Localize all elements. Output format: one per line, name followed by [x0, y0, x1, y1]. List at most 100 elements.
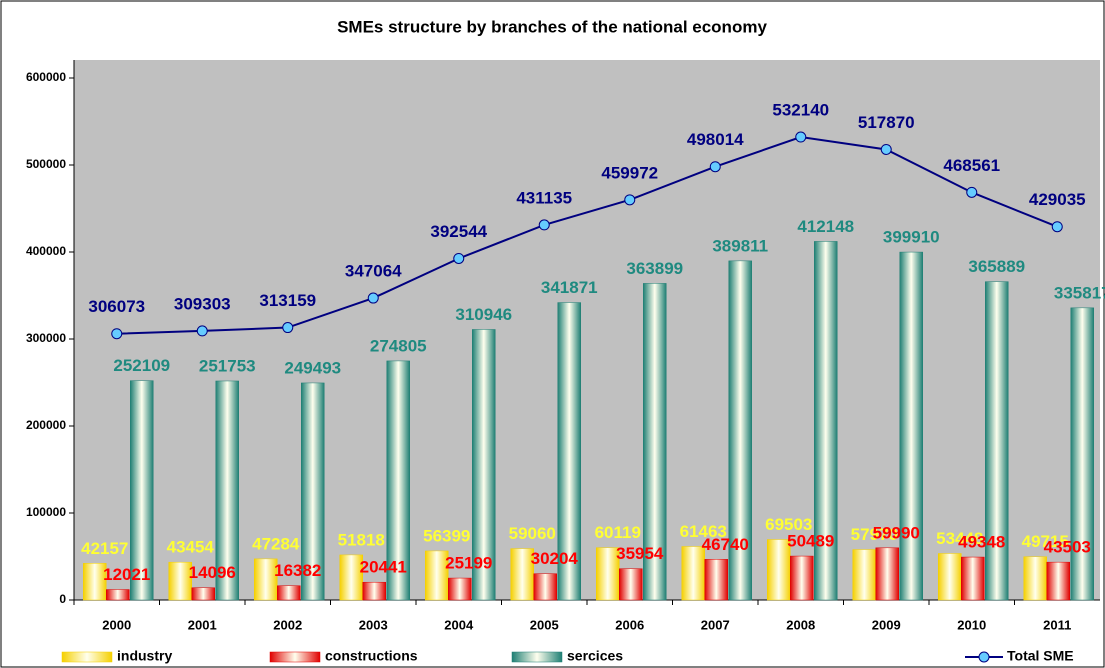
x-tick-label: 2008	[786, 617, 815, 632]
bar	[790, 555, 814, 601]
legend-label: industry	[117, 648, 172, 664]
bar	[1070, 307, 1094, 601]
chart-title: SMEs structure by branches of the nation…	[337, 17, 767, 36]
data-label: 12021	[103, 565, 150, 584]
data-label: 274805	[370, 336, 427, 355]
marker	[966, 186, 978, 198]
data-label: 399910	[883, 228, 940, 247]
marker	[538, 219, 550, 231]
bar	[899, 251, 923, 601]
data-label: 347064	[345, 262, 402, 281]
bar	[938, 553, 962, 601]
data-label: 53448	[936, 529, 983, 548]
data-label: 412148	[797, 217, 854, 236]
y-tick-label: 500000	[26, 157, 66, 171]
bar	[1023, 556, 1047, 601]
data-label: 42157	[81, 539, 128, 558]
data-label: 251753	[199, 356, 256, 375]
data-label: 252109	[113, 356, 170, 375]
data-label: 14096	[189, 563, 236, 582]
data-label: 43503	[1044, 538, 1091, 557]
y-tick-label: 400000	[26, 244, 66, 258]
legend-label: Total SME	[1007, 648, 1074, 664]
data-label: 363899	[626, 259, 683, 278]
bar	[215, 380, 239, 601]
bar	[875, 547, 899, 601]
bar	[254, 558, 278, 601]
data-label: 392544	[430, 222, 487, 241]
marker	[282, 322, 294, 334]
marker	[1051, 221, 1063, 233]
data-label: 50489	[787, 532, 834, 551]
legend-swatch	[269, 651, 321, 663]
legend-label: constructions	[325, 648, 418, 664]
bar	[852, 549, 876, 601]
bar	[557, 302, 581, 601]
data-label: 389811	[712, 236, 768, 255]
legend-swatch	[511, 651, 563, 663]
data-label: 306073	[88, 297, 145, 316]
x-tick-label: 2006	[615, 617, 644, 632]
bar	[362, 581, 386, 601]
bar	[681, 546, 705, 601]
bar	[386, 360, 410, 601]
data-label: 20441	[360, 558, 407, 577]
legend-label: sercices	[567, 648, 623, 664]
data-label: 49348	[958, 533, 1005, 552]
x-tick-label: 2002	[273, 617, 302, 632]
bar	[1046, 561, 1070, 601]
data-label: 57970	[851, 525, 898, 544]
bar	[106, 589, 130, 601]
y-tick-label: 0	[59, 592, 66, 606]
y-tick-label: 300000	[26, 331, 66, 345]
bar	[168, 561, 192, 601]
y-tick-label: 100000	[26, 505, 66, 519]
data-label: 35954	[616, 544, 664, 563]
data-label: 309303	[174, 294, 231, 313]
marker	[367, 292, 379, 304]
data-label: 365889	[968, 257, 1025, 276]
data-label: 43454	[167, 538, 215, 557]
marker	[624, 194, 636, 206]
bar	[301, 382, 325, 601]
marker	[196, 325, 208, 337]
data-label: 30204	[531, 549, 579, 568]
legend-swatch	[978, 651, 990, 663]
data-label: 429035	[1029, 190, 1086, 209]
data-label: 61463	[680, 522, 727, 541]
bar	[533, 573, 557, 601]
data-label: 498014	[687, 130, 744, 149]
data-label: 249493	[284, 358, 341, 377]
data-label: 341871	[541, 278, 598, 297]
bar	[961, 556, 985, 601]
data-label: 16382	[274, 561, 321, 580]
bar	[643, 283, 667, 601]
marker	[453, 252, 465, 264]
marker	[111, 328, 123, 340]
x-tick-label: 2003	[359, 617, 388, 632]
y-tick-label: 600000	[26, 70, 66, 84]
data-label: 56399	[423, 526, 470, 545]
data-label: 59990	[873, 523, 920, 542]
data-label: 46740	[702, 535, 749, 554]
x-tick-label: 2004	[444, 617, 474, 632]
bar	[130, 380, 154, 601]
data-label: 517870	[858, 113, 915, 132]
x-tick-label: 2001	[188, 617, 217, 632]
bar	[191, 587, 215, 601]
bar	[472, 329, 496, 601]
line	[116, 136, 1058, 335]
bar	[814, 241, 838, 601]
bar	[985, 281, 1009, 601]
bar	[425, 550, 449, 601]
x-tick-label: 2007	[701, 617, 730, 632]
y-tick-label: 200000	[26, 418, 66, 432]
bar	[619, 568, 643, 601]
data-label: 60119	[595, 523, 641, 542]
x-tick-label: 2005	[530, 617, 559, 632]
bar	[728, 260, 752, 601]
marker	[880, 143, 892, 155]
data-label: 25199	[445, 554, 492, 573]
data-label: 69503	[765, 515, 812, 534]
data-label: 310946	[455, 305, 512, 324]
